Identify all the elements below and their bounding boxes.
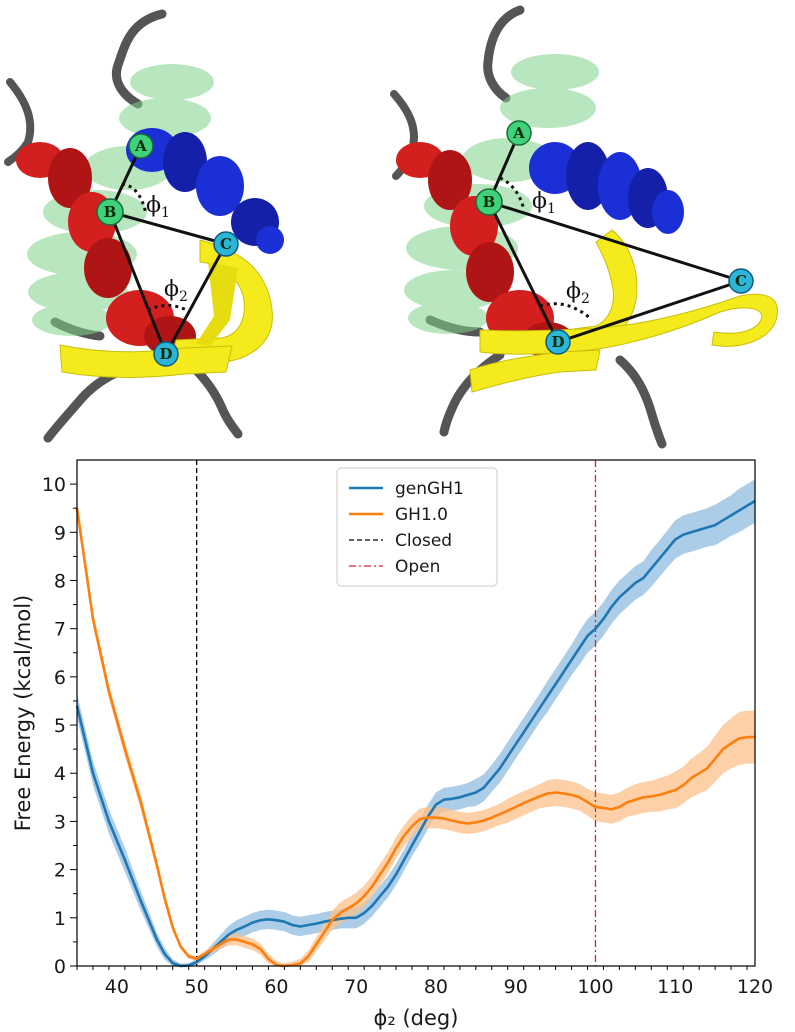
atom-label: D — [551, 333, 564, 351]
sheet-yellow — [59, 239, 273, 378]
atom-label: B — [483, 193, 496, 211]
atom-label: C — [220, 235, 232, 253]
legend-box — [336, 467, 498, 587]
series-line-GH1.0 — [75, 508, 755, 968]
y-tick-label: 7 — [54, 619, 66, 641]
atom-A: A — [128, 133, 154, 159]
legend-label: Open — [395, 557, 440, 577]
helix-blue — [529, 142, 684, 234]
series-lines — [75, 499, 756, 968]
atom-B: B — [96, 198, 124, 226]
y-tick-label: 5 — [54, 715, 66, 737]
atom-label: B — [104, 203, 117, 221]
reference-lines — [195, 460, 597, 966]
x-tick-label: 100 — [577, 976, 613, 998]
y-axis: 0 1 2 3 4 5 6 7 8 9 10 — [42, 474, 77, 978]
atom-label: A — [134, 137, 147, 155]
phi1-label: ϕ1 — [532, 189, 556, 217]
phi1-arc — [499, 176, 526, 211]
x-tick-label: 110 — [657, 976, 693, 998]
legend: genGH1 GH1.0 Closed Open — [336, 467, 498, 587]
legend-label: Closed — [395, 531, 452, 551]
atom-B: B — [475, 188, 503, 216]
x-axis: 40 50 60 70 80 90 100 110 120 — [76, 966, 773, 998]
band-genGH1 — [77, 479, 755, 966]
confidence-bands — [77, 479, 755, 966]
plot-frame — [76, 459, 756, 967]
y-axis-title: Free Energy (kcal/mol) — [11, 595, 35, 831]
protein-panel-open: A B C D ϕ1 ϕ2 — [390, 5, 778, 449]
legend-label: GH1.0 — [395, 505, 448, 525]
y-tick-label: 3 — [54, 811, 66, 833]
atom-A: A — [506, 120, 532, 146]
x-tick-label: 40 — [105, 976, 129, 998]
coil-segment — [183, 357, 243, 439]
series-line-genGH1 — [75, 499, 756, 968]
phi2-label: ϕ2 — [164, 277, 188, 305]
atom-label: A — [512, 124, 525, 142]
helix-red — [396, 142, 574, 358]
x-tick-label: 120 — [737, 976, 773, 998]
phi2-label: ϕ2 — [566, 279, 590, 307]
x-tick-label: 50 — [185, 976, 209, 998]
atom-C: C — [728, 268, 754, 294]
y-tick-label: 2 — [54, 860, 66, 882]
legend-label: genGH1 — [395, 479, 464, 499]
free-energy-chart: 40 50 60 70 80 90 100 110 120 0 1 2 3 4 5 6 7 8 9 10 ϕ₂ (d… — [11, 459, 773, 1030]
x-axis-title: ϕ₂ (deg) — [374, 1006, 459, 1030]
atom-label: C — [735, 272, 747, 290]
x-tick-label: 70 — [344, 976, 368, 998]
phi1-arc — [121, 182, 148, 215]
atom-D: D — [153, 341, 179, 367]
coil-segment — [615, 355, 667, 449]
coil-segment — [4, 78, 35, 166]
y-tick-label: 9 — [54, 522, 66, 544]
x-tick-label: 90 — [504, 976, 528, 998]
coil-segment — [483, 5, 525, 103]
y-tick-label: 10 — [42, 474, 66, 496]
atom-C: C — [213, 231, 239, 257]
phi2-arc — [147, 304, 191, 314]
x-tick-label: 80 — [424, 976, 448, 998]
y-tick-label: 8 — [54, 570, 66, 592]
protein-panel-closed: A B C D ϕ1 ϕ2 — [4, 9, 284, 443]
y-tick-label: 6 — [54, 667, 66, 689]
y-tick-label: 0 — [54, 956, 66, 978]
x-tick-label: 60 — [264, 976, 288, 998]
atom-label: D — [159, 345, 172, 363]
phi1-label: ϕ1 — [146, 193, 170, 221]
coil-segment — [112, 9, 167, 109]
atom-D: D — [545, 329, 571, 355]
y-tick-label: 1 — [54, 908, 66, 930]
y-tick-label: 4 — [54, 763, 66, 785]
